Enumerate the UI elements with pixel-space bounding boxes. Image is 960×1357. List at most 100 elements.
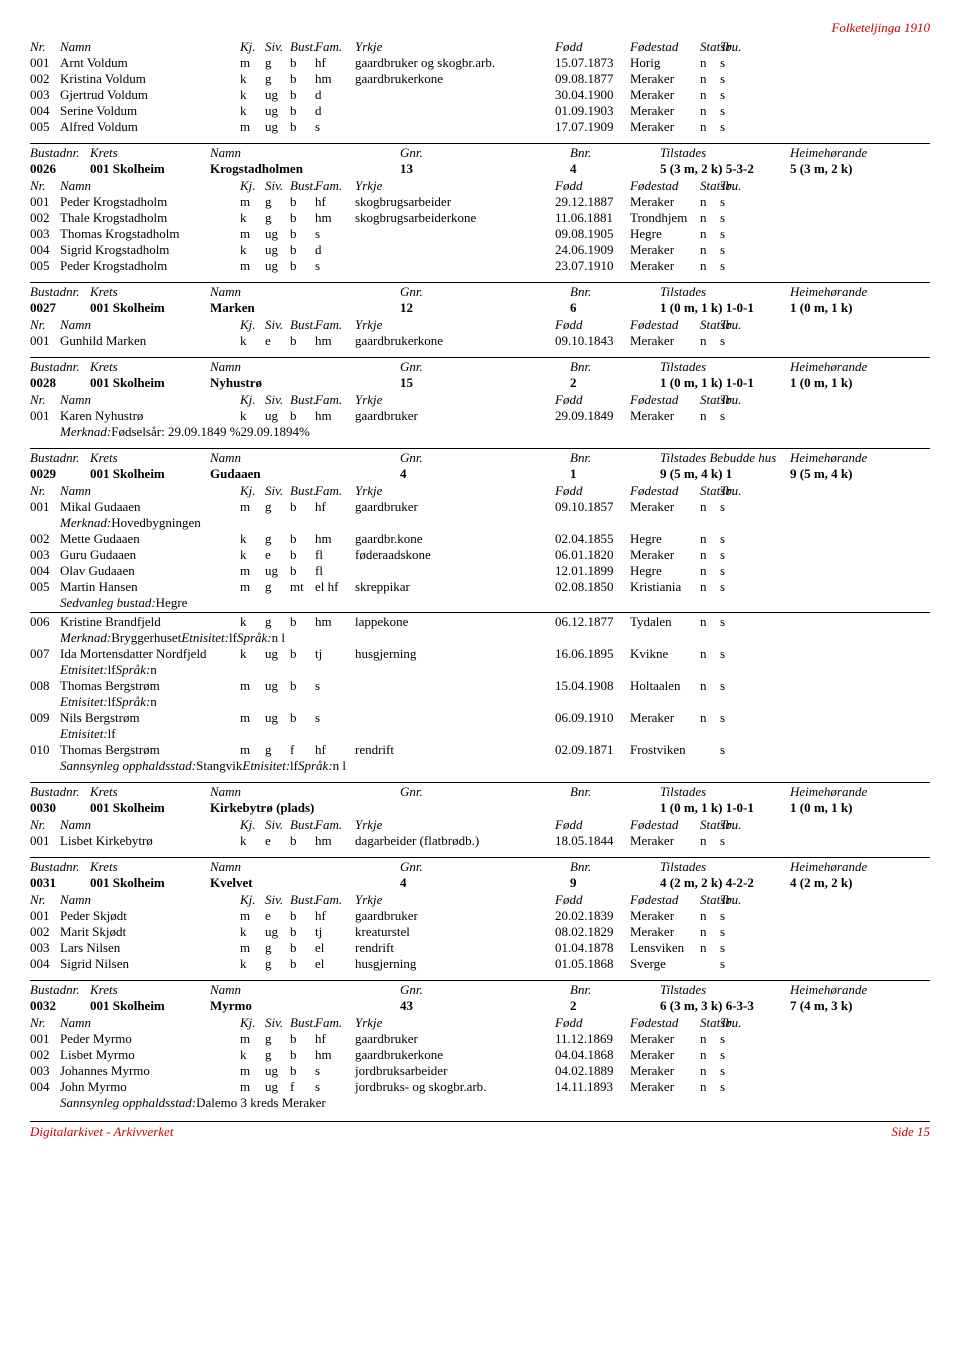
cell: Namn: [60, 817, 240, 833]
cell: b: [290, 210, 315, 226]
cell: Meraker: [630, 333, 700, 349]
cell: Thomas Bergstrøm: [60, 742, 240, 758]
cell: b: [290, 1063, 315, 1079]
cell: ug: [265, 119, 290, 135]
cell: gaardbruker: [355, 1031, 555, 1047]
cell: 15: [400, 375, 570, 391]
cell: 13: [400, 161, 570, 177]
cell: Tru.: [720, 178, 750, 194]
cell: m: [240, 1031, 265, 1047]
cell: g: [265, 940, 290, 956]
cell: Holtaalen: [630, 678, 700, 694]
cell: Nr.: [30, 392, 60, 408]
person-row: 001Arnt Voldummgbhfgaardbruker og skogbr…: [30, 55, 930, 71]
cell: s: [720, 742, 750, 758]
cell: hf: [315, 908, 355, 924]
cell: s: [720, 579, 750, 595]
person-row: 009Nils Bergstrømmugbs06.09.1910Merakern…: [30, 710, 930, 726]
cell: Fødd: [555, 317, 630, 333]
cell: Namn: [210, 450, 400, 466]
cell: s: [720, 646, 750, 662]
cell: skreppikar: [355, 579, 555, 595]
bustad-section: Bustadnr.KretsNamnGnr.Bnr.TilstadesHeime…: [30, 282, 930, 349]
cell: Kj.: [240, 817, 265, 833]
cell: Siv.: [265, 392, 290, 408]
person-header-row: Nr. Namn Kj. Siv. Bust. Fam. Yrkje Fødd …: [30, 38, 930, 55]
cell: b: [290, 226, 315, 242]
cell: Kvikne: [630, 646, 700, 662]
cell: Tilstades: [660, 284, 790, 300]
cell: n: [700, 71, 720, 87]
cell: jordbruks- og skogbr.arb.: [355, 1079, 555, 1095]
cell: Statsb.: [700, 317, 720, 333]
cell: Kj.: [240, 1015, 265, 1031]
cell: Tydalen: [630, 614, 700, 630]
bustad-row: 0026001 SkolheimKrogstadholmen1345 (3 m,…: [30, 161, 930, 177]
cell: n: [700, 924, 720, 940]
cell: k: [240, 242, 265, 258]
cell: 001: [30, 499, 60, 515]
cell: 005: [30, 119, 60, 135]
cell: Statsb.: [700, 483, 720, 499]
cell: 9: [570, 875, 660, 891]
cell: k: [240, 924, 265, 940]
cell: Krets: [90, 145, 210, 161]
cell: Namn: [60, 483, 240, 499]
cell: s: [315, 710, 355, 726]
cell: 4 (2 m, 2 k): [790, 875, 890, 891]
person-header-row: Nr.NamnKj.Siv.Bust.Fam.YrkjeFøddFødestad…: [30, 816, 930, 833]
person-row: 002Kristina Voldumkgbhmgaardbrukerkone09…: [30, 71, 930, 87]
cell: [355, 226, 555, 242]
cell: b: [290, 333, 315, 349]
cell: 12.01.1899: [555, 563, 630, 579]
cell: Gjertrud Voldum: [60, 87, 240, 103]
cell: n: [700, 103, 720, 119]
cell: n: [700, 579, 720, 595]
cell: g: [265, 55, 290, 71]
cell: ug: [265, 563, 290, 579]
bustad-section: Bustadnr.KretsNamnGnr.Bnr.TilstadesHeime…: [30, 857, 930, 972]
cell: Bust.: [290, 483, 315, 499]
cell: g: [265, 1047, 290, 1063]
cell: Thale Krogstadholm: [60, 210, 240, 226]
cell: 001 Skolheim: [90, 466, 210, 482]
cell: s: [315, 226, 355, 242]
bustad-header-row: Bustadnr.KretsNamnGnr.Bnr.TilstadesHeime…: [30, 282, 930, 300]
cell: 2: [570, 998, 660, 1014]
cell: Martin Hansen: [60, 579, 240, 595]
cell: m: [240, 940, 265, 956]
cell: John Myrmo: [60, 1079, 240, 1095]
col-bust: Bust.: [290, 39, 315, 55]
cell: Krets: [90, 859, 210, 875]
cell: 23.07.1910: [555, 258, 630, 274]
cell: b: [290, 242, 315, 258]
cell: 9 (5 m, 4 k): [790, 466, 890, 482]
cell: Yrkje: [355, 392, 555, 408]
cell: s: [720, 1063, 750, 1079]
cell: el: [315, 940, 355, 956]
person-row: 005Alfred Voldummugbs17.07.1909Merakerns: [30, 119, 930, 135]
cell: Bnr.: [570, 450, 660, 466]
cell: Sigrid Nilsen: [60, 956, 240, 972]
person-row: 001Gunhild Markenkebhmgaardbrukerkone09.…: [30, 333, 930, 349]
person-row: 004Sigrid Nilsenkgbelhusgjerning01.05.18…: [30, 956, 930, 972]
col-fam: Fam.: [315, 39, 355, 55]
cell: k: [240, 408, 265, 424]
cell: g: [265, 1031, 290, 1047]
cell: gaardbruker: [355, 908, 555, 924]
cell: Fødestad: [630, 178, 700, 194]
cell: Siv.: [265, 483, 290, 499]
cell: 001: [30, 833, 60, 849]
cell: Marit Skjødt: [60, 924, 240, 940]
cell: n: [700, 531, 720, 547]
cell: Meraker: [630, 499, 700, 515]
cell: Gnr.: [400, 784, 570, 800]
person-row: 004John Myrmomugfsjordbruks- og skogbr.a…: [30, 1079, 930, 1095]
bustad-row: 0027001 SkolheimMarken1261 (0 m, 1 k) 1-…: [30, 300, 930, 316]
cell: 001: [30, 408, 60, 424]
cell: 002: [30, 531, 60, 547]
cell: k: [240, 956, 265, 972]
cell: 08.02.1829: [555, 924, 630, 940]
cell: s: [720, 908, 750, 924]
cell: Nr.: [30, 178, 60, 194]
